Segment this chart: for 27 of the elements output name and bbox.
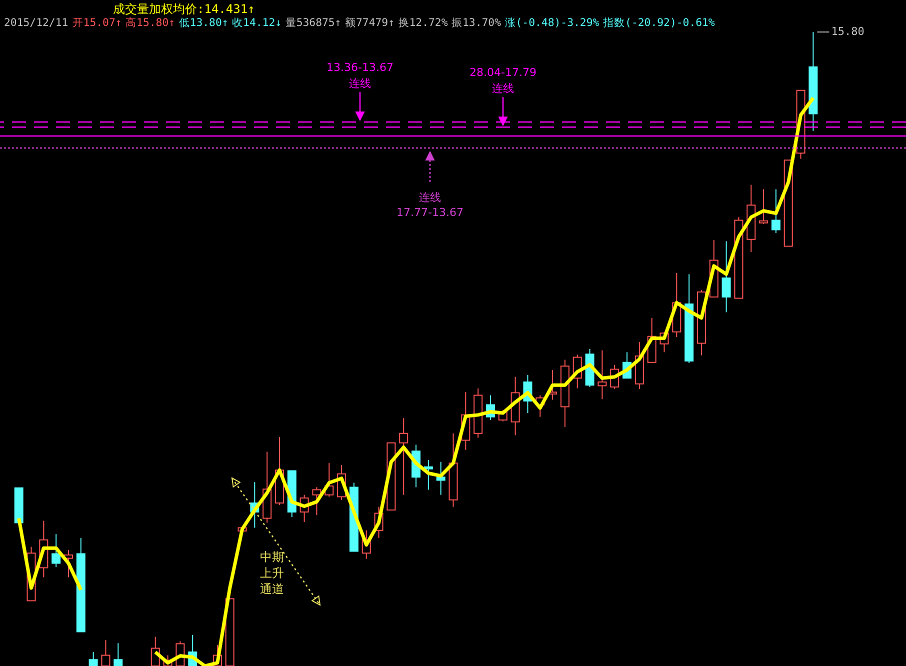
- candlestick: [598, 350, 607, 400]
- ref-line-label: 连线 17.77-13.67: [396, 191, 464, 220]
- text: 量536875↑: [285, 16, 342, 29]
- candlestick: [114, 642, 123, 666]
- candlestick: [52, 534, 61, 568]
- candlestick: [312, 486, 322, 516]
- candlestick: [399, 418, 408, 496]
- ref-line-label: 28.04-17.79 连线: [470, 66, 536, 96]
- text: 收14.12↓: [232, 16, 282, 29]
- candlestick: [722, 240, 731, 313]
- candlestick: [771, 188, 780, 234]
- candlestick: [424, 459, 433, 490]
- ref-line-label: 13.36-13.67 连线: [326, 61, 394, 90]
- text: 15.80: [831, 25, 864, 38]
- text: 振13.70%: [452, 16, 502, 29]
- text: 高15.80↑: [126, 16, 176, 29]
- text: 涨(-0.48)-3.29%: [504, 16, 600, 29]
- text: 换12.72%: [398, 16, 448, 29]
- text: 额77479↑: [345, 16, 395, 29]
- text: 指数(-20.92)-0.61%: [602, 16, 716, 29]
- text: 成交量加权均价:14.431↑: [113, 2, 255, 16]
- text: 开15.07↑: [72, 16, 122, 29]
- candlestick: [759, 188, 768, 225]
- text: 2015/12/11: [4, 16, 68, 29]
- text: 低13.80↑: [178, 16, 228, 29]
- annotation: 中期上升通道: [260, 550, 284, 596]
- candlestick: [88, 652, 98, 666]
